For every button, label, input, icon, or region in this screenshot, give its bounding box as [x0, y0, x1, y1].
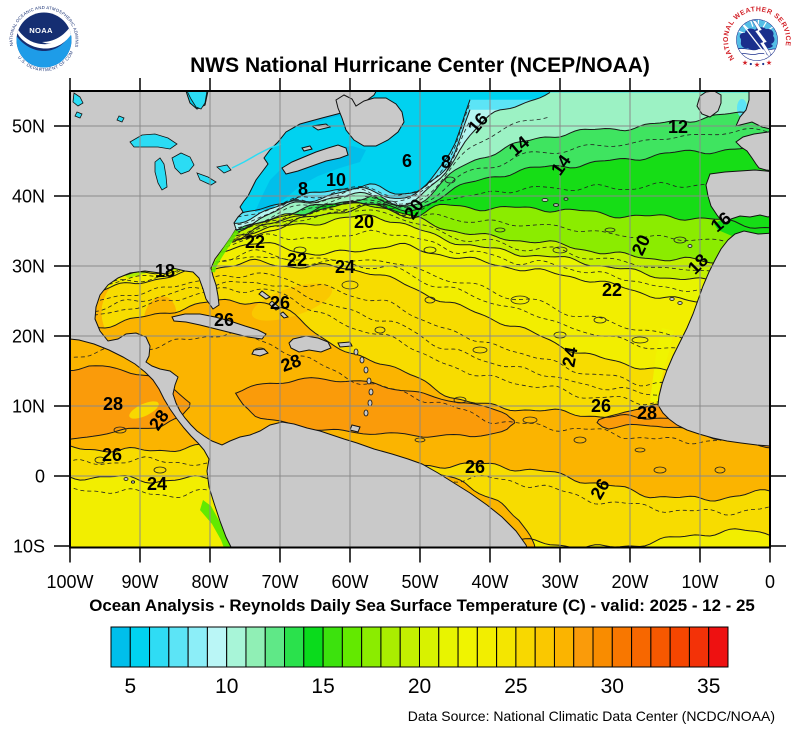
- svg-text:22: 22: [245, 232, 265, 252]
- svg-text:10: 10: [215, 675, 238, 698]
- svg-text:18: 18: [155, 261, 175, 281]
- svg-text:10N: 10N: [12, 397, 45, 417]
- svg-text:60W: 60W: [331, 572, 368, 592]
- svg-text:30W: 30W: [541, 572, 578, 592]
- svg-text:5: 5: [124, 675, 136, 698]
- svg-text:12: 12: [668, 117, 688, 137]
- svg-text:24: 24: [147, 474, 167, 494]
- svg-text:NWS National Hurricane Center: NWS National Hurricane Center (NCEP/NOAA…: [190, 54, 650, 77]
- svg-text:26: 26: [214, 310, 234, 330]
- svg-text:20: 20: [408, 675, 431, 698]
- svg-text:26: 26: [270, 293, 290, 313]
- svg-text:50N: 50N: [12, 117, 45, 137]
- svg-text:6: 6: [402, 151, 412, 171]
- svg-text:30: 30: [601, 675, 624, 698]
- svg-text:28: 28: [103, 394, 123, 414]
- svg-text:15: 15: [311, 675, 334, 698]
- svg-text:NOAA: NOAA: [29, 26, 53, 35]
- svg-text:0: 0: [35, 467, 45, 487]
- svg-text:25: 25: [504, 675, 527, 698]
- svg-text:20N: 20N: [12, 327, 45, 347]
- svg-text:80W: 80W: [191, 572, 228, 592]
- svg-text:26: 26: [465, 457, 485, 477]
- svg-text:35: 35: [697, 675, 720, 698]
- svg-text:20: 20: [354, 212, 374, 232]
- svg-text:10W: 10W: [681, 572, 718, 592]
- svg-text:40N: 40N: [12, 187, 45, 207]
- svg-text:8: 8: [441, 152, 451, 172]
- svg-text:40W: 40W: [471, 572, 508, 592]
- svg-text:24: 24: [558, 345, 581, 368]
- svg-text:100W: 100W: [46, 572, 93, 592]
- svg-text:★: ★: [742, 59, 748, 67]
- svg-text:26: 26: [102, 445, 122, 465]
- svg-text:24: 24: [335, 257, 355, 277]
- svg-text:22: 22: [287, 250, 307, 270]
- svg-text:26: 26: [591, 396, 611, 416]
- svg-text:10: 10: [326, 170, 346, 190]
- svg-text:★: ★: [754, 61, 760, 69]
- svg-text:22: 22: [602, 280, 622, 300]
- svg-text:★: ★: [766, 59, 772, 67]
- svg-text:30N: 30N: [12, 257, 45, 277]
- svg-text:28: 28: [637, 403, 657, 423]
- svg-text:8: 8: [298, 179, 308, 199]
- svg-text:20W: 20W: [611, 572, 648, 592]
- svg-text:Data Source: National Climatic: Data Source: National Climatic Data Cent…: [408, 708, 775, 724]
- svg-text:0: 0: [765, 572, 775, 592]
- svg-text:Ocean Analysis - Reynolds Dail: Ocean Analysis - Reynolds Daily Sea Surf…: [89, 596, 755, 615]
- svg-text:50W: 50W: [401, 572, 438, 592]
- svg-text:90W: 90W: [121, 572, 158, 592]
- svg-text:70W: 70W: [261, 572, 298, 592]
- svg-text:10S: 10S: [13, 537, 45, 557]
